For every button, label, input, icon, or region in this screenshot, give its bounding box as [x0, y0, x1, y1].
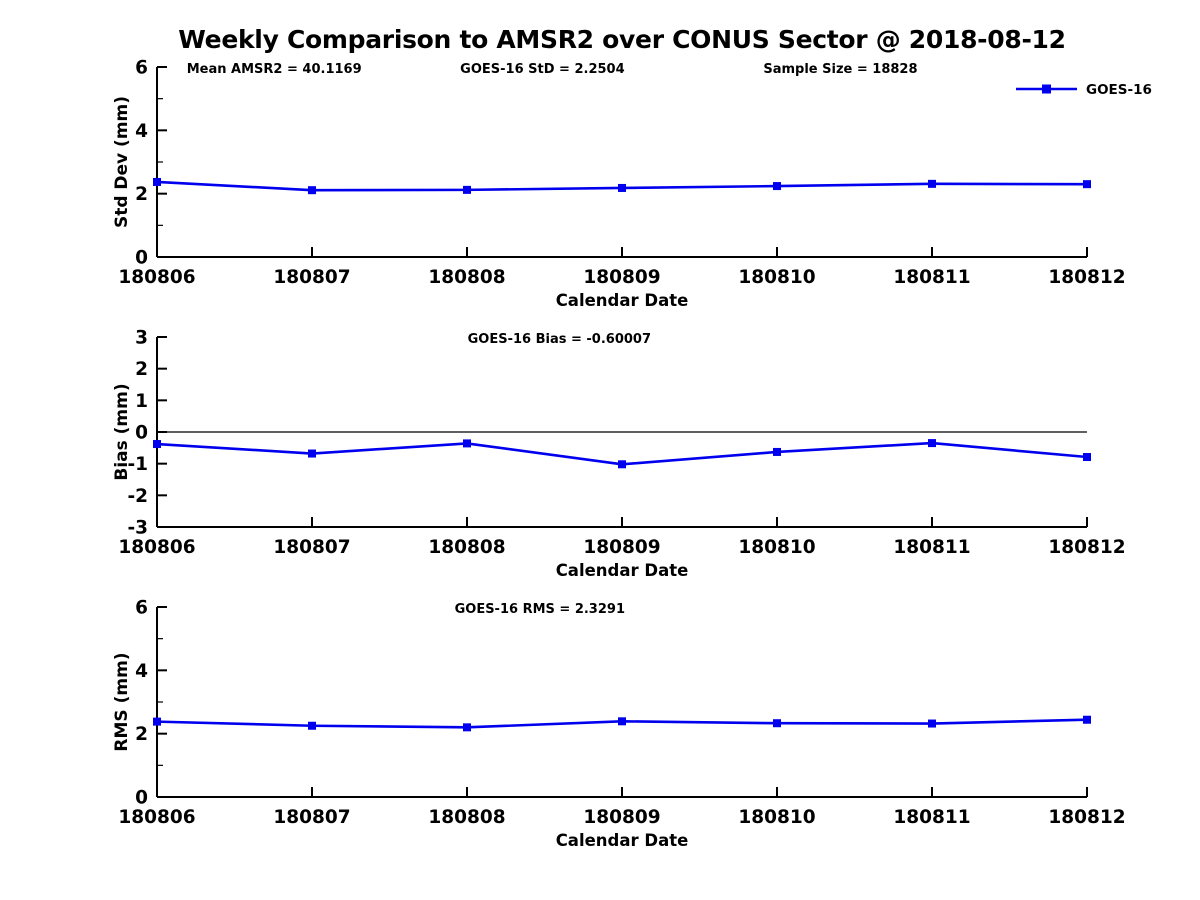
y-tick-label: 1	[135, 391, 148, 412]
panel-annotation: GOES-16 RMS = 2.3291	[455, 602, 625, 617]
y-axis-label: Std Dev (mm)	[112, 96, 132, 228]
data-point-marker	[618, 183, 626, 192]
data-point-marker	[618, 717, 626, 726]
data-point-marker	[308, 186, 316, 195]
data-point-marker	[928, 719, 936, 728]
data-point-marker	[463, 185, 471, 194]
y-tick-label: 2	[135, 724, 148, 745]
x-tick-label: 180810	[738, 537, 815, 558]
x-tick-label: 180811	[893, 537, 970, 558]
figure-title: Weekly Comparison to AMSR2 over CONUS Se…	[178, 25, 1066, 54]
data-point-marker	[618, 460, 626, 469]
x-tick-label: 180812	[1048, 267, 1125, 288]
x-tick-label: 180809	[583, 267, 660, 288]
data-point-marker	[773, 719, 781, 728]
legend: GOES-16	[1016, 82, 1152, 98]
y-tick-label: -2	[127, 486, 148, 507]
y-tick-label: 6	[135, 598, 148, 619]
bias-panel: -3 -2 -1 0 1 2 3 180806 180807 180808 180809 180810…	[112, 328, 1126, 581]
data-point-marker	[308, 449, 316, 458]
x-tick-label: 180811	[893, 807, 970, 828]
x-tick-label: 180810	[738, 267, 815, 288]
data-point-marker	[773, 182, 781, 191]
data-point-marker	[463, 439, 471, 448]
x-tick-label: 180807	[273, 537, 350, 558]
y-tick-label: 0	[135, 788, 148, 809]
data-point-marker	[928, 179, 936, 188]
panel-annotation: Mean AMSR2 = 40.1169	[187, 62, 362, 77]
x-tick-label: 180806	[118, 537, 195, 558]
x-axis-label: Calendar Date	[556, 291, 689, 310]
x-tick-label: 180806	[118, 267, 195, 288]
y-tick-label: 0	[135, 423, 148, 444]
y-tick-label: 2	[135, 184, 148, 205]
panel-annotation: GOES-16 StD = 2.2504	[460, 62, 624, 77]
y-tick-label: 6	[135, 58, 148, 79]
data-point-marker	[1083, 453, 1091, 462]
data-point-marker	[773, 447, 781, 456]
x-tick-label: 180806	[118, 807, 195, 828]
rms-panel: 0 2 4 6 180806 180807 180808 180809 180810 180811…	[112, 598, 1126, 851]
y-tick-label: 3	[135, 328, 148, 349]
y-axis-label: Bias (mm)	[112, 383, 132, 480]
data-point-marker	[1083, 180, 1091, 189]
x-tick-label: 180807	[273, 807, 350, 828]
data-point-marker	[153, 717, 161, 726]
data-point-marker	[1083, 715, 1091, 724]
y-axis-label: RMS (mm)	[112, 652, 132, 751]
x-tick-label: 180812	[1048, 537, 1125, 558]
y-tick-label: 4	[135, 121, 148, 142]
x-axis-label: Calendar Date	[556, 831, 689, 850]
y-tick-label: 2	[135, 359, 148, 380]
x-tick-label: 180811	[893, 267, 970, 288]
data-point-marker	[153, 440, 161, 449]
x-axis-label: Calendar Date	[556, 561, 689, 580]
data-point-marker	[153, 177, 161, 186]
data-point-marker	[463, 723, 471, 732]
x-tick-label: 180812	[1048, 807, 1125, 828]
y-tick-label: 0	[135, 248, 148, 269]
x-tick-label: 180808	[428, 807, 505, 828]
y-tick-label: 4	[135, 661, 148, 682]
x-tick-label: 180810	[738, 807, 815, 828]
x-tick-label: 180809	[583, 537, 660, 558]
std-dev-panel: 0 2 4 6 180806 180807 180808 180809 180810 180811…	[112, 58, 1152, 311]
y-tick-label: -3	[127, 518, 148, 539]
x-tick-label: 180808	[428, 537, 505, 558]
x-tick-label: 180808	[428, 267, 505, 288]
panel-annotation: GOES-16 Bias = -0.60007	[468, 332, 651, 347]
panel-annotation: Sample Size = 18828	[763, 62, 917, 77]
x-tick-label: 180809	[583, 807, 660, 828]
legend-label: GOES-16	[1086, 82, 1152, 98]
data-point-marker	[308, 721, 316, 730]
data-point-marker	[928, 439, 936, 448]
legend-marker	[1042, 84, 1051, 94]
x-tick-label: 180807	[273, 267, 350, 288]
y-tick-label: -1	[127, 454, 148, 475]
